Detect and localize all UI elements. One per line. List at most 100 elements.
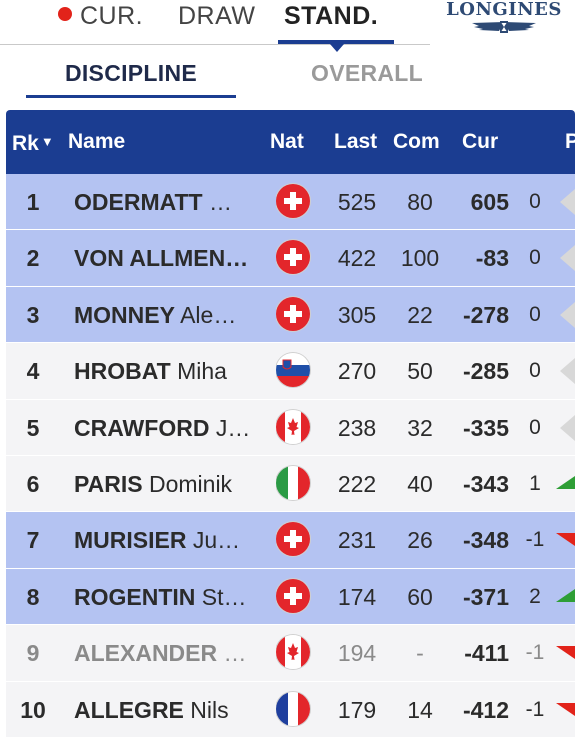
trend-cell	[556, 230, 575, 286]
nation-cell	[276, 400, 312, 456]
trend-neutral-arrow-icon	[560, 301, 575, 328]
flag-ita-icon	[276, 465, 310, 500]
position-change-cell: -1	[525, 528, 545, 552]
last-points-cell: 174	[337, 583, 377, 610]
flag-sui-icon	[276, 184, 310, 218]
athlete-name-cell: MURISIER Ju…	[74, 512, 260, 568]
column-header-rank-label: Rk	[12, 132, 39, 155]
athlete-name-cell: VON ALLMEN…	[74, 230, 260, 286]
table-row[interactable]: 4 HROBAT Miha 270 50 -285 0	[6, 343, 575, 400]
athlete-name-cell: ODERMATT …	[74, 174, 260, 230]
com-points-cell: 14	[407, 696, 433, 723]
column-header-position[interactable]: P	[565, 130, 575, 153]
position-change-cell: 0	[529, 246, 541, 270]
tab-standings-label: STAND.	[284, 2, 379, 30]
cur-points-cell: -83	[475, 245, 509, 272]
position-change-cell: 2	[529, 584, 541, 608]
standings-table: Rk ▼ Name Nat Last Com Cur P 1 ODERMATT ……	[6, 110, 575, 750]
cur-points-cell: -411	[464, 640, 509, 667]
com-points-cell: 32	[407, 414, 433, 441]
trend-cell	[556, 682, 575, 738]
athlete-last-name: MONNEY	[74, 301, 175, 328]
athlete-name-cell: ALEXANDER …	[74, 625, 260, 681]
table-row[interactable]: 7 MURISIER Ju… 231 26 -348 -1	[6, 512, 575, 569]
trend-cell	[556, 456, 575, 512]
column-header-com[interactable]: Com	[393, 130, 440, 153]
rank-cell: 3	[26, 301, 40, 328]
active-tab-caret-icon	[330, 44, 344, 52]
brand-logo-text: LONGINES	[446, 0, 562, 20]
table-row[interactable]: 6 PARIS Dominik 222 40 -343 1	[6, 455, 575, 513]
position-change-cell: 0	[529, 190, 541, 213]
tab-draw[interactable]: DRAW	[178, 0, 255, 38]
nation-cell	[276, 682, 312, 738]
rank-cell: 10	[20, 696, 46, 723]
athlete-first-name: Ju…	[192, 527, 241, 554]
rank-cell: 4	[26, 358, 40, 385]
nation-cell	[276, 343, 312, 399]
trend-down-arrow-icon	[556, 533, 575, 547]
athlete-last-name: VON ALLMEN…	[74, 245, 249, 272]
flag-sui-icon	[276, 240, 310, 275]
rank-cell: 9	[26, 640, 40, 667]
athlete-name-cell: ALLEGRE Nils	[74, 682, 260, 738]
trend-neutral-arrow-icon	[560, 414, 575, 441]
cur-points-cell: -335	[462, 414, 509, 441]
position-change-cell: 0	[529, 302, 541, 326]
cur-points-cell: -412	[462, 696, 509, 723]
athlete-first-name: …	[209, 189, 233, 215]
trend-cell	[556, 569, 575, 625]
last-points-cell: 422	[337, 245, 377, 272]
trend-up-arrow-icon	[556, 588, 575, 602]
trend-down-arrow-icon	[556, 646, 575, 660]
com-points-cell: 80	[407, 189, 433, 215]
athlete-first-name: Miha	[177, 358, 227, 385]
table-row[interactable]: 1 ODERMATT … 525 80 605 0	[6, 174, 575, 231]
trend-cell	[556, 287, 575, 343]
column-header-rank[interactable]: Rk ▼	[12, 110, 54, 174]
athlete-last-name: ALEXANDER	[74, 640, 218, 667]
last-points-cell: 222	[337, 470, 377, 497]
tab-standings[interactable]: STAND.	[284, 0, 378, 38]
last-points-cell: 194	[337, 640, 377, 667]
com-points-cell: 100	[400, 245, 440, 272]
table-body: 1 ODERMATT … 525 80 605 0 2 VON ALLMEN… …	[6, 174, 575, 738]
table-row[interactable]: 8 ROGENTIN St… 174 60 -371 2	[6, 568, 575, 626]
com-points-cell: -	[416, 640, 424, 667]
athlete-first-name: Nils	[190, 696, 229, 723]
column-header-nation[interactable]: Nat	[270, 130, 304, 153]
column-header-name[interactable]: Name	[68, 130, 126, 153]
table-row[interactable]: 10 ALLEGRE Nils 179 14 -412 -1	[6, 681, 575, 738]
athlete-last-name: ODERMATT	[74, 189, 203, 215]
column-header-cur[interactable]: Cur	[462, 130, 499, 153]
rank-cell: 5	[26, 414, 40, 441]
cur-points-cell: -371	[462, 583, 509, 610]
flag-can-icon	[276, 635, 310, 670]
flag-sui-icon	[276, 522, 310, 557]
nation-cell	[276, 456, 312, 512]
subtab-discipline[interactable]: DISCIPLINE	[26, 58, 236, 94]
athlete-last-name: MURISIER	[74, 527, 187, 554]
tab-draw-label: DRAW	[178, 2, 256, 30]
table-row[interactable]: 5 CRAWFORD J… 238 32 -335 0	[6, 399, 575, 456]
rank-cell: 1	[26, 189, 40, 215]
trend-cell	[556, 625, 575, 681]
athlete-last-name: ALLEGRE	[74, 696, 184, 723]
athlete-name-cell: PARIS Dominik	[74, 456, 260, 512]
table-row[interactable]: 3 MONNEY Ale… 305 22 -278 0	[6, 286, 575, 344]
table-row[interactable]: 9 ALEXANDER … 194 - -411 -1	[6, 625, 575, 682]
column-header-last[interactable]: Last	[334, 130, 378, 153]
subtab-overall[interactable]: OVERALL	[300, 58, 434, 94]
com-points-cell: 40	[407, 470, 433, 497]
position-change-cell: -1	[525, 641, 545, 665]
nation-cell	[276, 625, 312, 681]
athlete-first-name: …	[223, 640, 247, 667]
table-row[interactable]: 2 VON ALLMEN… 422 100 -83 0	[6, 230, 575, 287]
last-points-cell: 305	[337, 301, 377, 328]
athlete-first-name: St…	[201, 583, 247, 610]
tab-current[interactable]: CUR.	[58, 0, 143, 38]
last-points-cell: 525	[337, 189, 377, 215]
active-subtab-indicator	[26, 95, 236, 98]
nation-cell	[276, 512, 312, 568]
flag-slo-icon	[276, 353, 310, 388]
